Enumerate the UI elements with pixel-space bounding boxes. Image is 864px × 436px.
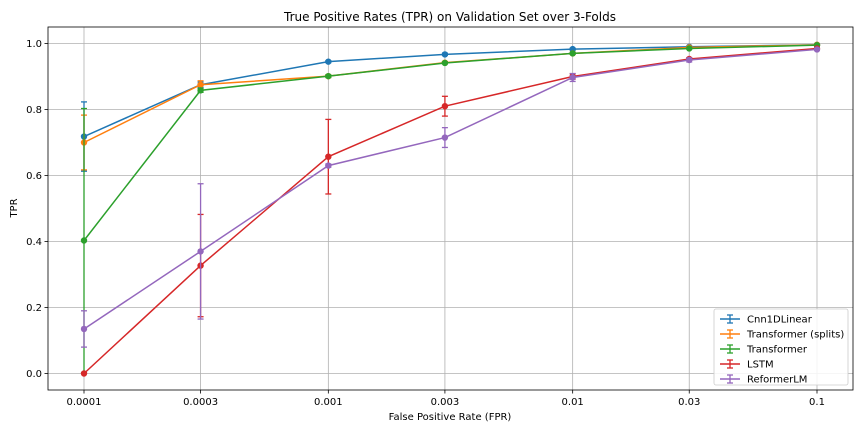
series-line (83, 44, 818, 241)
data-point (441, 103, 449, 110)
data-point (686, 45, 693, 52)
x-tick-label: 0.0003 (183, 397, 218, 408)
legend-item: LSTM (720, 359, 774, 371)
series-cnn1dlinear (80, 41, 821, 172)
x-tick-label: 0.003 (431, 397, 460, 408)
x-axis-label: False Positive Rate (FPR) (389, 412, 512, 423)
grid-lines (48, 27, 853, 390)
series-layer (80, 41, 821, 377)
chart-title: True Positive Rates (TPR) on Validation … (283, 10, 616, 24)
y-axis-ticks: 0.0 0.2 0.4 0.6 0.8 1.0 (26, 39, 48, 380)
data-point (197, 87, 204, 94)
data-point (441, 51, 449, 58)
x-tick-label: 0.001 (314, 397, 343, 408)
y-tick-label: 0.0 (26, 369, 42, 380)
x-tick-label: 0.0001 (67, 397, 102, 408)
series-transformer (80, 41, 821, 374)
legend-label: Transformer (splits) (746, 330, 844, 341)
legend-label: Cnn1DLinear (747, 315, 813, 326)
series-reformerlm (80, 46, 821, 348)
data-point (813, 46, 821, 53)
data-point (686, 56, 693, 64)
legend: Cnn1DLinear Transformer (splits) Transform… (713, 308, 849, 386)
legend-item: Transformer (720, 344, 808, 356)
data-point (569, 74, 576, 81)
plot-area-frame (47, 26, 854, 391)
x-axis-ticks: 0.0001 0.0003 0.001 0.003 0.01 0.03 0.1 (67, 390, 825, 408)
data-point (441, 59, 449, 67)
data-point (325, 153, 332, 160)
y-tick-label: 0.2 (26, 303, 42, 314)
data-point (441, 134, 449, 141)
data-point (80, 325, 88, 333)
series-line (83, 47, 818, 375)
y-tick-label: 0.4 (26, 237, 42, 248)
legend-box (713, 308, 849, 386)
data-point (325, 162, 332, 169)
y-tick-label: 0.6 (26, 171, 42, 182)
x-tick-label: 0.1 (809, 397, 825, 408)
y-tick-label: 0.8 (26, 105, 42, 116)
series-line (83, 44, 818, 144)
series-line (83, 48, 818, 330)
data-point (80, 237, 88, 244)
legend-label: LSTM (747, 360, 774, 371)
data-point (197, 81, 204, 88)
legend-label: Transformer (746, 345, 808, 356)
x-tick-label: 0.03 (678, 397, 700, 408)
legend-item: Transformer (splits) (720, 329, 844, 341)
y-tick-label: 1.0 (26, 39, 42, 50)
data-point (80, 370, 88, 377)
legend-label: ReformerLM (747, 375, 807, 386)
data-point (197, 248, 204, 255)
series-transformer-splits (80, 41, 821, 171)
legend-item: ReformerLM (720, 374, 807, 386)
series-lstm (80, 45, 821, 377)
data-point (325, 58, 332, 65)
x-tick-label: 0.01 (562, 397, 584, 408)
y-axis-label: TPR (9, 198, 20, 218)
data-point (325, 72, 332, 80)
data-point (569, 50, 576, 57)
legend-item: Cnn1DLinear (720, 314, 813, 326)
